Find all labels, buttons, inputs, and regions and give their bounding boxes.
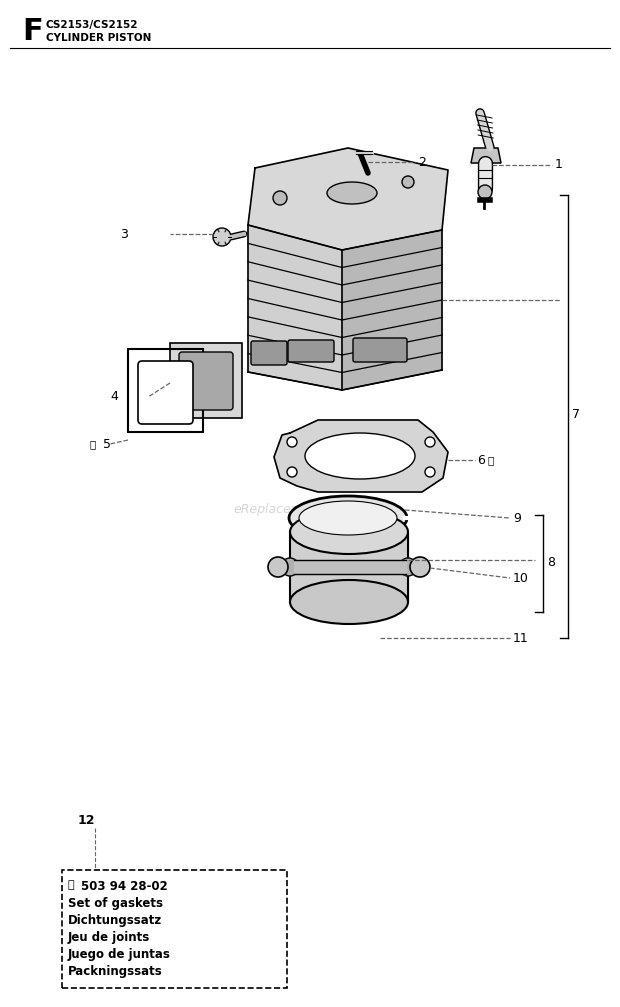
Text: 6: 6 — [477, 453, 485, 466]
Circle shape — [425, 437, 435, 447]
FancyBboxPatch shape — [179, 352, 233, 410]
Ellipse shape — [290, 580, 408, 624]
Text: CS2153/CS2152: CS2153/CS2152 — [46, 20, 138, 30]
FancyBboxPatch shape — [251, 341, 287, 365]
Text: 1: 1 — [555, 158, 563, 171]
Circle shape — [402, 176, 414, 188]
Text: Jeu de joints: Jeu de joints — [68, 931, 150, 944]
FancyBboxPatch shape — [288, 340, 334, 362]
Text: Set of gaskets: Set of gaskets — [68, 897, 163, 910]
Polygon shape — [274, 420, 448, 492]
Circle shape — [268, 557, 288, 577]
Text: Ⓐ: Ⓐ — [488, 455, 494, 465]
Text: Juego de juntas: Juego de juntas — [68, 948, 171, 961]
Text: 4: 4 — [110, 391, 118, 404]
Text: 3: 3 — [120, 228, 128, 241]
Text: CYLINDER PISTON: CYLINDER PISTON — [46, 33, 151, 43]
Circle shape — [281, 558, 299, 576]
Text: 11: 11 — [513, 631, 529, 644]
Bar — [128, 349, 203, 432]
Text: 8: 8 — [547, 557, 555, 570]
Text: eReplacementParts.com: eReplacementParts.com — [234, 504, 386, 517]
Circle shape — [287, 437, 297, 447]
Ellipse shape — [299, 501, 397, 535]
Text: 9: 9 — [513, 512, 521, 525]
FancyBboxPatch shape — [353, 338, 407, 362]
Text: 10: 10 — [513, 572, 529, 584]
Circle shape — [399, 558, 417, 576]
FancyBboxPatch shape — [138, 361, 193, 424]
Polygon shape — [294, 560, 406, 574]
Circle shape — [478, 185, 492, 199]
Circle shape — [273, 191, 287, 205]
Text: Ⓐ: Ⓐ — [68, 880, 74, 890]
Text: 2: 2 — [418, 155, 426, 168]
Bar — [62, 870, 287, 988]
Circle shape — [425, 467, 435, 477]
Text: 12: 12 — [78, 814, 95, 827]
Text: 5: 5 — [103, 437, 111, 450]
Ellipse shape — [327, 182, 377, 204]
Circle shape — [287, 467, 297, 477]
Text: Ⓐ: Ⓐ — [90, 439, 96, 449]
Text: 503 94 28-02: 503 94 28-02 — [81, 880, 168, 893]
Text: F: F — [22, 17, 43, 46]
Polygon shape — [248, 225, 342, 390]
Bar — [170, 343, 242, 418]
Circle shape — [213, 228, 231, 246]
Text: Packningssats: Packningssats — [68, 965, 162, 978]
Ellipse shape — [289, 496, 407, 540]
Polygon shape — [248, 148, 448, 250]
Circle shape — [410, 557, 430, 577]
Polygon shape — [290, 532, 408, 602]
Text: Dichtungssatz: Dichtungssatz — [68, 914, 162, 927]
Text: 7: 7 — [572, 409, 580, 422]
Ellipse shape — [305, 433, 415, 479]
Polygon shape — [342, 230, 442, 390]
Ellipse shape — [290, 510, 408, 554]
Polygon shape — [471, 148, 501, 163]
